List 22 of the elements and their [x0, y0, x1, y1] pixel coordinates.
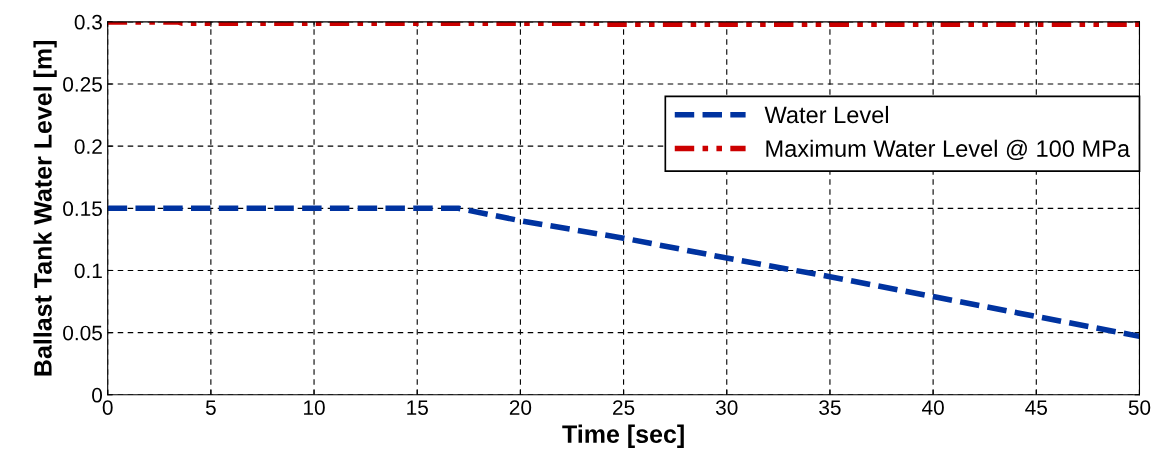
x-tick-label: 5 [205, 400, 216, 415]
y-tick-label: 0.2 [74, 139, 102, 154]
y-tick-label: 0.1 [74, 263, 102, 279]
y-tick-label: 0.05 [63, 325, 102, 341]
legend-label: Water Level [764, 105, 888, 124]
y-tick-label: 0.15 [63, 201, 102, 217]
x-tick-label: 35 [819, 400, 841, 415]
x-tick-label: 10 [304, 400, 325, 415]
x-tick-label: 25 [613, 400, 635, 415]
x-tick-label: 0 [102, 400, 113, 415]
x-tick-label: 30 [715, 400, 738, 415]
y-tick-label: 0.3 [74, 14, 102, 30]
y-tick-label: 0 [92, 387, 103, 403]
x-tick-label: 20 [509, 400, 532, 415]
y-axis-title: Ballast Tank Water Level [m] [33, 40, 57, 376]
x-axis-title: Time [sec] [562, 424, 684, 448]
x-tick-label: 50 [1128, 400, 1151, 415]
x-tick-label: 40 [922, 400, 944, 415]
x-tick-label: 45 [1025, 400, 1048, 415]
y-tick-label: 0.25 [63, 77, 102, 92]
x-tick-label: 15 [407, 400, 428, 415]
legend-label: Maximum Water Level @ 100 MPa [766, 139, 1131, 161]
